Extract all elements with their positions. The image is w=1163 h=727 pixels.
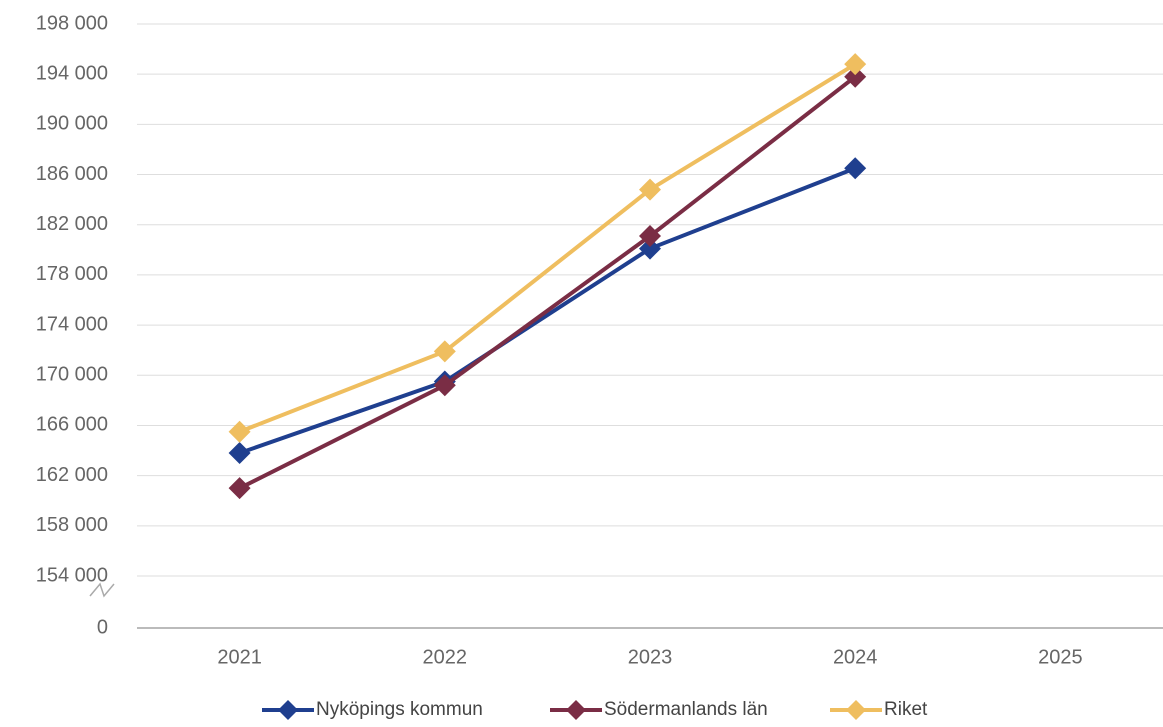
data-point [844, 157, 867, 180]
y-tick-label: 170 000 [36, 364, 108, 386]
data-point [844, 53, 867, 76]
y-tick-label: 162 000 [36, 464, 108, 486]
y-tick-label: 182 000 [36, 213, 108, 235]
y-tick-label: 186 000 [36, 163, 108, 185]
legend-marker [566, 700, 586, 720]
data-point [844, 65, 867, 88]
y-tick-label: 0 [97, 616, 108, 638]
data-point [639, 237, 661, 260]
x-tick-label: 2022 [423, 646, 468, 668]
x-tick-label: 2024 [833, 646, 878, 668]
y-tick-label: 158 000 [36, 514, 108, 536]
legend-label: Nyköpings kommun [316, 699, 483, 720]
data-point [639, 178, 661, 201]
data-point [433, 340, 456, 363]
legend-item: Södermanlands län [550, 699, 768, 720]
data-point [639, 225, 661, 248]
series-line [238, 75, 857, 490]
series-line [238, 62, 857, 434]
legend-marker [846, 700, 866, 720]
legend-label: Riket [884, 699, 928, 720]
plot-area [228, 53, 867, 500]
legend-marker [278, 700, 298, 720]
y-tick-label: 194 000 [36, 62, 108, 84]
axis-break-mark [89, 582, 115, 598]
y-tick-label: 190 000 [36, 113, 108, 135]
y-tick-label: 198 000 [36, 12, 108, 34]
series-line [238, 166, 856, 455]
y-tick-label: 174 000 [36, 313, 108, 335]
data-point [228, 442, 251, 465]
x-tick-label: 2021 [217, 646, 262, 668]
legend-label: Södermanlands län [604, 699, 768, 720]
data-point [228, 420, 251, 443]
x-tick-label: 2023 [628, 646, 673, 668]
data-point [228, 477, 251, 500]
y-tick-label: 178 000 [36, 263, 108, 285]
data-point [433, 374, 456, 397]
x-tick-label: 2025 [1038, 646, 1083, 668]
y-tick-label: 166 000 [36, 414, 108, 436]
legend-item: Riket [830, 699, 928, 720]
grid [0, 23, 1163, 629]
axis-break-gap [0, 578, 1163, 590]
y-tick-label: 154 000 [36, 564, 108, 586]
legend-item: Nyköpings kommun [262, 699, 483, 720]
